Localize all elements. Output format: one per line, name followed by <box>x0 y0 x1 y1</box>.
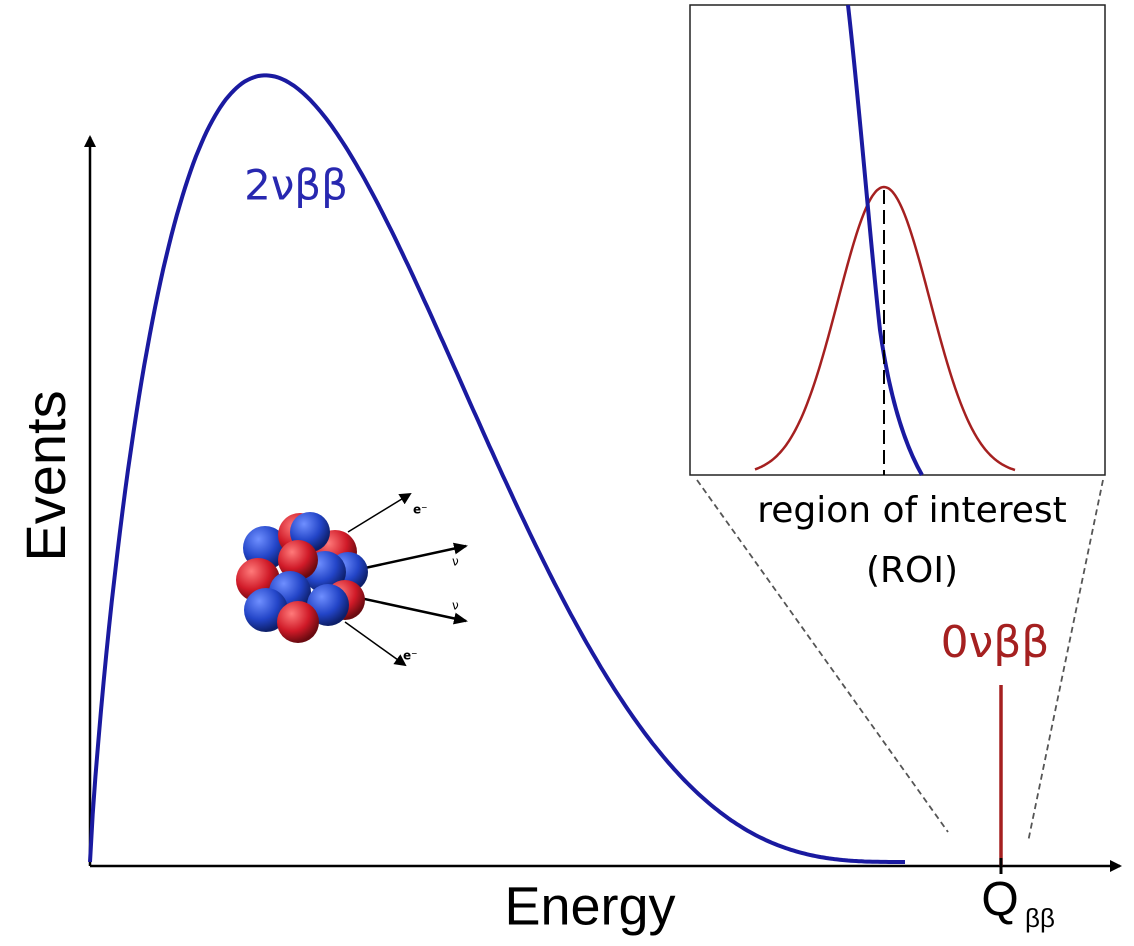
zoom-line <box>1027 479 1104 843</box>
roi-label: (ROI) <box>866 550 958 591</box>
roi-label: region of interest <box>757 490 1067 531</box>
particle-label: ν <box>452 599 459 613</box>
x-axis-label: Energy <box>504 876 675 936</box>
inset-box <box>689 4 1106 476</box>
roi-peak <box>754 185 1016 472</box>
q-subscript: ββ <box>1025 903 1055 933</box>
zoom-line <box>696 479 949 833</box>
particle-label: e⁻ <box>403 649 417 663</box>
particle-label: e⁻ <box>413 503 427 517</box>
two-neutrino-label: 2νββ <box>244 161 348 210</box>
particle-label: ν <box>452 555 459 569</box>
nucleus <box>236 492 468 667</box>
y-axis-label: Events <box>14 390 77 561</box>
q-symbol: Q <box>981 874 1018 927</box>
roi-spectrum <box>846 4 924 476</box>
zero-neutrino-label: 0νββ <box>941 617 1050 668</box>
two-neutrino-spectrum <box>88 73 905 864</box>
